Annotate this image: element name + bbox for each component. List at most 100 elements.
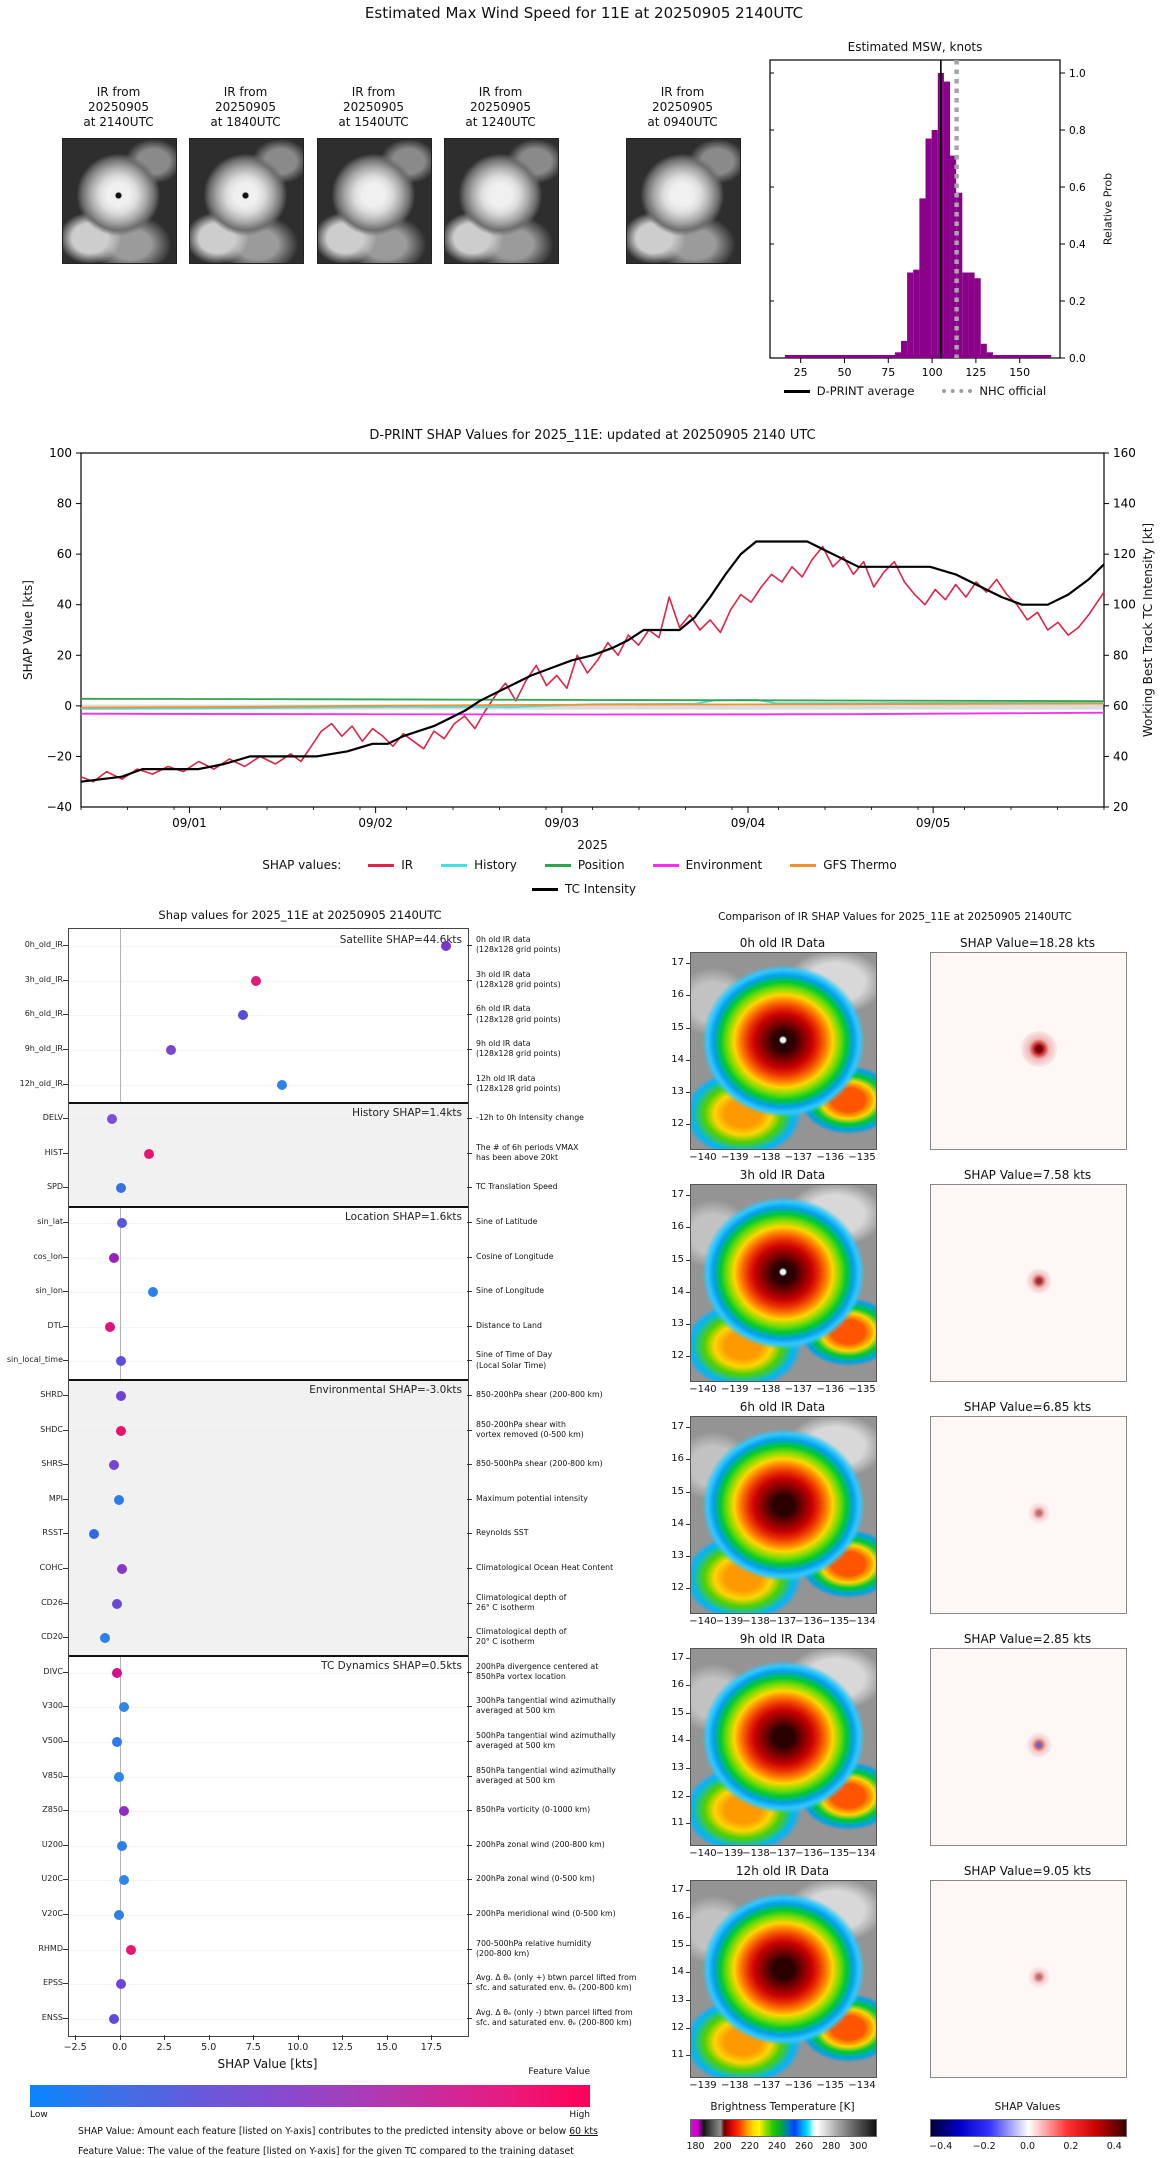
feature-tick-left xyxy=(63,1810,68,1812)
series-gfs-thermo xyxy=(80,702,1105,709)
legend-label: TC Intensity xyxy=(564,882,637,896)
colorbar-tick-label: −0.2 xyxy=(972,2141,996,2152)
map-y-tick-label: 16 xyxy=(671,1911,684,1923)
y-tick-label-left: 40 xyxy=(57,598,72,612)
x-tick-label: 10.0 xyxy=(287,2042,309,2053)
map-x-tick-label: −136 xyxy=(795,1616,823,1627)
feature-description: 0h old IR data (128x128 grid points) xyxy=(476,935,561,955)
map-x-tick-label: −136 xyxy=(816,1152,844,1163)
histogram-bar xyxy=(956,192,963,358)
map-y-tick xyxy=(686,1427,690,1429)
ir-map xyxy=(690,1416,877,1614)
histogram-bar xyxy=(962,272,969,358)
legend-item-position: Position xyxy=(544,858,625,872)
map-y-tick xyxy=(686,1587,690,1589)
map-x-tick-label: −135 xyxy=(848,1384,876,1395)
line-sample-icon xyxy=(544,863,571,867)
y-tick-label: 0.6 xyxy=(1069,182,1086,194)
feature-label: sin_lon xyxy=(35,1286,63,1296)
shap-dot xyxy=(108,1252,119,1263)
colorbar-tick-label: 220 xyxy=(740,2141,759,2152)
feature-tick-left xyxy=(63,1567,68,1569)
shap-dot xyxy=(112,1598,123,1609)
y-tick-label-left: 60 xyxy=(57,547,72,561)
legend-item-gfs-thermo: GFS Thermo xyxy=(790,858,897,872)
shap-dot xyxy=(117,1563,128,1574)
x-tick-label: 75 xyxy=(881,366,895,379)
feature-tick-left xyxy=(63,1152,68,1154)
feature-tick-right xyxy=(467,1083,472,1085)
shap-dot xyxy=(113,1494,124,1505)
feature-tick-left xyxy=(63,1948,68,1950)
colorbar xyxy=(930,2119,1127,2137)
feature-tick-right xyxy=(467,1187,472,1189)
feature-label: 3h_old_IR xyxy=(24,974,63,984)
shap-hotspot xyxy=(1027,1502,1050,1525)
ir-thumbnail-image xyxy=(626,138,741,264)
feature-tick-left xyxy=(63,1983,68,1985)
shap-map xyxy=(930,1648,1127,1846)
shap-feature-plot-xlabel: SHAP Value [kts] xyxy=(217,2057,318,2071)
row-gridline xyxy=(69,1914,468,1916)
feature-label: HIST xyxy=(44,1147,63,1157)
feature-tick-right xyxy=(467,1360,472,1362)
ir-map xyxy=(690,1880,877,2078)
x-tick-label: 09/01 xyxy=(172,816,207,830)
ir-map-title: 9h old IR Data xyxy=(739,1632,826,1646)
storm-eye-icon xyxy=(777,1035,788,1046)
histogram-title: Estimated MSW, knots xyxy=(847,40,983,54)
y-tick-label-left: −20 xyxy=(47,749,72,763)
row-gridline xyxy=(69,1811,468,1813)
ir-thumbnail: IR from 20250905 at 1240UTC xyxy=(444,85,559,264)
map-y-tick-label: 15 xyxy=(671,1021,684,1033)
figure-title: Estimated Max Wind Speed for 11E at 2025… xyxy=(364,4,804,22)
map-y-tick-label: 12 xyxy=(671,1349,684,1361)
map-y-tick xyxy=(686,2000,690,2002)
histogram-bar xyxy=(950,155,957,358)
x-tick xyxy=(253,2035,255,2040)
feature-tick-left xyxy=(63,1602,68,1604)
shap-map-title: SHAP Value=18.28 kts xyxy=(960,936,1095,950)
timeseries-ylabel-left: SHAP Value [kts] xyxy=(21,580,35,680)
ir-thumbnail-label: IR from 20250905 at 1240UTC xyxy=(465,85,536,129)
histogram-bar xyxy=(919,198,926,358)
line-sample-icon xyxy=(441,863,468,867)
shap-dot xyxy=(113,1909,124,1920)
feature-tick-right xyxy=(467,1844,472,1846)
map-x-tick-label: −138 xyxy=(752,1384,781,1395)
ir-map-title: 6h old IR Data xyxy=(739,1400,826,1414)
feature-value-colorbar xyxy=(30,2085,590,2107)
map-y-tick xyxy=(686,1227,690,1229)
y-tick-label-right: 100 xyxy=(1113,598,1136,612)
map-x-tick-label: −136 xyxy=(795,1848,823,1859)
x-tick-label: 09/02 xyxy=(358,816,393,830)
feature-tick-right xyxy=(467,1671,472,1673)
feature-tick-left xyxy=(63,1256,68,1258)
feature-label: sin_local_time xyxy=(6,1355,63,1365)
feature-label: MPI xyxy=(48,1493,63,1503)
row-gridline xyxy=(69,1672,468,1674)
y-tick-label-right: 80 xyxy=(1113,648,1128,662)
legend-item-history: History xyxy=(441,858,517,872)
map-y-tick-label: 16 xyxy=(671,1221,684,1233)
map-y-tick xyxy=(686,1795,690,1797)
feature-tick-left xyxy=(63,1637,68,1639)
map-x-tick-label: −137 xyxy=(784,1152,813,1163)
section-header: Location SHAP=1.6kts xyxy=(345,1210,462,1223)
shap-hotspot xyxy=(1026,1268,1052,1294)
shap-dot xyxy=(166,1045,177,1056)
feature-description: Maximum potential intensity xyxy=(476,1493,588,1503)
timeseries-ylabel-right: Working Best Track TC Intensity [kt] xyxy=(1141,522,1155,738)
storm-eye-icon xyxy=(113,191,123,201)
x-tick-label: 100 xyxy=(922,366,943,379)
colorbar-tick-label: 0.2 xyxy=(1063,2141,1079,2152)
map-x-tick-label: −139 xyxy=(689,2080,717,2091)
y-tick-label-right: 120 xyxy=(1113,547,1136,561)
feature-tick-right xyxy=(467,1429,472,1431)
ir-thumbnail: IR from 20250905 at 1840UTC xyxy=(189,85,304,264)
shap-dot xyxy=(115,1979,126,1990)
feature-tick-left xyxy=(63,1083,68,1085)
feature-value-colorbar-title: Feature Value xyxy=(528,2067,590,2077)
feature-description: 6h old IR data (128x128 grid points) xyxy=(476,1004,561,1024)
map-x-tick-label: −140 xyxy=(689,1848,717,1859)
